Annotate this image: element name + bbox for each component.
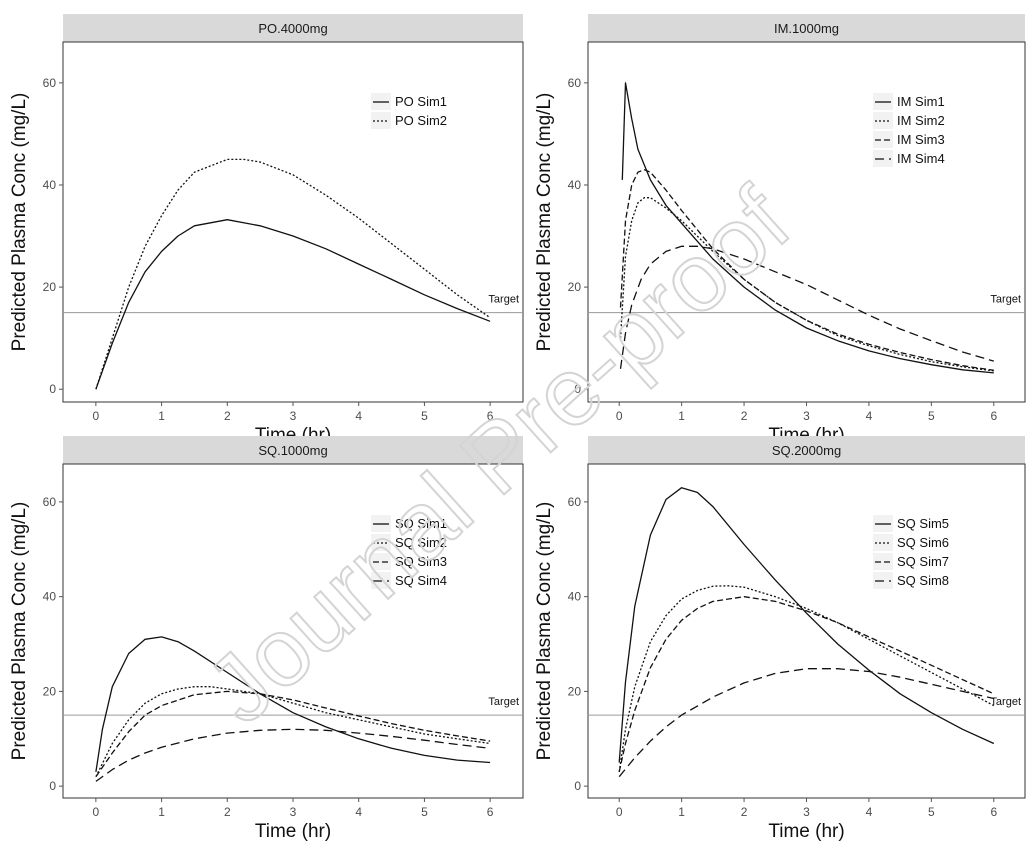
panel3-legend-label: SQ Sim8 [897,573,949,588]
panel0-xtick-label: 4 [355,409,362,423]
panel0-legend-label: PO Sim1 [395,94,447,109]
panel1-title: IM.1000mg [774,21,839,36]
panel2-legend-label: SQ Sim2 [395,535,447,550]
panel1-target-label: Target [990,294,1021,306]
panel2-xtick-label: 3 [290,805,297,819]
panel3-legend-label: SQ Sim5 [897,516,949,531]
panel2-xtick-label: 0 [93,805,100,819]
panel2-xlabel: Time (hr) [255,821,331,842]
panel3-legend-label: SQ Sim6 [897,535,949,550]
panel1-ytick-label: 60 [568,76,582,90]
panel0-strip [63,14,523,42]
panel0-ytick-label: 20 [43,280,57,294]
panel2-ytick-label: 40 [43,590,57,604]
panel0-xtick-label: 5 [421,409,428,423]
panel3-ytick-label: 0 [574,779,581,793]
panel0-xtick-label: 3 [290,409,297,423]
panel3-strip [588,436,1025,464]
panel0-xtick-label: 2 [224,409,231,423]
panel3-xtick-label: 5 [928,805,935,819]
panel3-legend-key [873,553,893,570]
panel2-ytick-label: 20 [43,684,57,698]
panel1-series-1-line [621,82,994,374]
panel1-ytick-label: 40 [568,178,582,192]
panel2-plot-area [62,463,524,799]
panel1-series-4-line [619,245,994,369]
panel2-series-2-line [95,686,491,777]
panel2-legend-label: SQ Sim1 [395,516,447,531]
panel2-legend-key [371,553,391,570]
panel2-series-4-line [95,728,491,782]
panel0-ytick-label: 0 [49,382,56,396]
panel3-plot-area [587,463,1026,799]
panel1-legend-label: IM Sim4 [897,151,945,166]
panel0-plot-area [62,41,524,403]
panel3-ylabel: Predicted Plasma Conc (mg/L) [534,502,555,761]
panel3-series-4-line [618,668,994,778]
panel1-legend-label: IM Sim2 [897,113,945,128]
panel1-ylabel: Predicted Plasma Conc (mg/L) [534,93,555,352]
panel3-xlabel: Time (hr) [768,821,844,842]
panel3-xtick-label: 4 [866,805,873,819]
panel2-xtick-label: 1 [158,805,165,819]
panel2-legend-label: SQ Sim3 [395,554,447,569]
panel1-xtick-label: 4 [866,409,873,423]
panel3-xtick-label: 3 [803,805,810,819]
panel1-strip [588,14,1025,42]
panel2-xtick-label: 2 [224,805,231,819]
panel1-xtick-label: 2 [741,409,748,423]
panel2-strip [63,436,523,464]
panel2-target-label: Target [488,696,519,708]
panel0-legend-label: PO Sim2 [395,113,447,128]
panel3-ytick-label: 40 [568,590,582,604]
panel2-xtick-label: 5 [421,805,428,819]
panel0-xtick-label: 1 [158,409,165,423]
panel1-xtick-label: 5 [928,409,935,423]
panel0-series-1-line [95,219,491,390]
panel1-xtick-label: 3 [803,409,810,423]
panel3-xtick-label: 0 [616,805,623,819]
panel3-ytick-label: 20 [568,684,582,698]
panel1-xtick-label: 1 [678,409,685,423]
panel0-target-label: Target [488,294,519,306]
panel3-target-label: Target [990,696,1021,708]
panel1-series-3-line [619,169,994,371]
panel0-ylabel: Predicted Plasma Conc (mg/L) [9,93,30,352]
panel0-series-2-line [95,158,491,390]
panel2-xtick-label: 6 [487,805,494,819]
panel0-title: PO.4000mg [258,21,327,36]
panel0-ytick-label: 60 [43,76,57,90]
panel1-xtick-label: 0 [616,409,623,423]
panel3-xtick-label: 2 [741,805,748,819]
panel3-ytick-label: 60 [568,495,582,509]
panel1-ytick-label: 0 [574,382,581,396]
panel2-series-3-line [95,690,491,778]
panel0-xtick-label: 6 [487,409,494,423]
panel1-legend-key [873,131,893,148]
panel0-ytick-label: 40 [43,178,57,192]
panel2-legend-label: SQ Sim4 [395,573,447,588]
panel3-series-2-line [618,585,995,772]
panel2-ytick-label: 0 [49,779,56,793]
panel3-series-1-line [618,487,995,763]
panel1-series-2-line [619,197,994,372]
panel1-legend-label: IM Sim3 [897,132,945,147]
panel3-xtick-label: 1 [678,805,685,819]
panel1-ytick-label: 20 [568,280,582,294]
panel0-xtick-label: 0 [93,409,100,423]
panel1-legend-label: IM Sim1 [897,94,945,109]
panel3-series-3-line [618,596,995,773]
panel2-xtick-label: 4 [355,805,362,819]
panel2-series-1-line [95,636,491,772]
panel1-plot-area [587,41,1026,403]
panel1-xtick-label: 6 [990,409,997,423]
panel3-xtick-label: 6 [990,805,997,819]
panel2-ytick-label: 60 [43,495,57,509]
panel3-legend-label: SQ Sim7 [897,554,949,569]
panel2-ylabel: Predicted Plasma Conc (mg/L) [9,502,30,761]
panel2-title: SQ.1000mg [258,443,327,458]
panel3-title: SQ.2000mg [772,443,841,458]
